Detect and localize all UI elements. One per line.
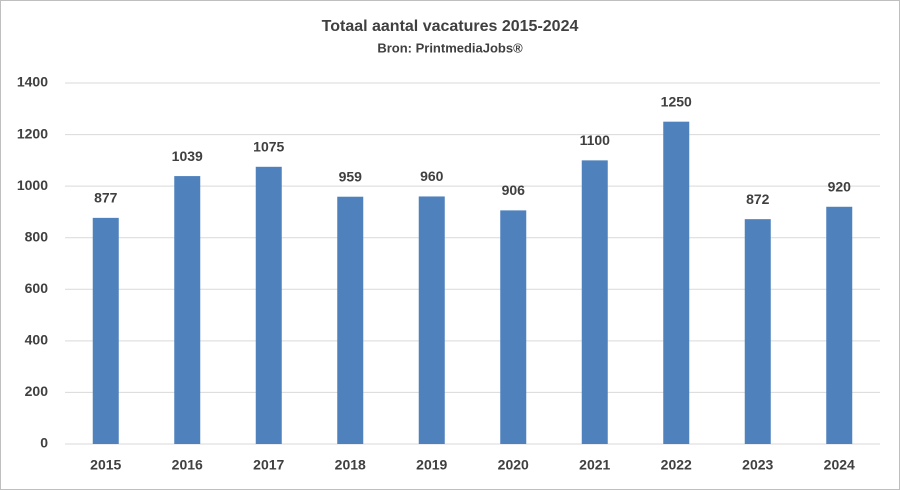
bar: [92, 217, 119, 444]
y-tick-label: 0: [40, 435, 48, 451]
y-tick-label: 200: [25, 383, 49, 399]
data-label: 1250: [661, 93, 692, 109]
data-label: 877: [94, 190, 118, 206]
bar: [663, 121, 690, 444]
y-tick-label: 1200: [17, 125, 48, 141]
data-label: 872: [746, 191, 770, 207]
data-label: 906: [502, 182, 526, 198]
data-label: 920: [828, 178, 852, 194]
x-tick-label: 2019: [416, 457, 447, 473]
x-tick-label: 2016: [172, 457, 203, 473]
bar: [500, 210, 527, 444]
data-label: 1075: [253, 139, 284, 155]
y-tick-label: 1400: [17, 74, 48, 90]
y-tick-label: 600: [25, 280, 49, 296]
bar: [744, 219, 771, 444]
x-tick-label: 2015: [90, 457, 121, 473]
y-tick-label: 800: [25, 228, 49, 244]
x-tick-label: 2017: [253, 457, 284, 473]
x-tick-label: 2024: [824, 457, 855, 473]
x-tick-label: 2018: [335, 457, 366, 473]
bar: [826, 206, 853, 444]
chart-title: Totaal aantal vacatures 2015-2024: [322, 18, 579, 35]
data-label: 1100: [580, 132, 611, 148]
x-tick-label: 2023: [742, 457, 773, 473]
chart-subtitle: Bron: PrintmediaJobs®: [377, 40, 523, 55]
bar: [255, 166, 282, 444]
x-tick-label: 2021: [579, 457, 610, 473]
x-tick-label: 2022: [661, 457, 692, 473]
data-label: 959: [339, 168, 363, 184]
data-label: 1039: [172, 148, 203, 164]
bar: [581, 160, 608, 444]
data-label: 960: [420, 168, 444, 184]
y-tick-label: 1000: [17, 177, 48, 193]
bar: [337, 196, 364, 444]
bar: [174, 176, 201, 444]
x-tick-label: 2020: [498, 457, 529, 473]
bar: [418, 196, 445, 444]
y-tick-label: 400: [25, 332, 49, 348]
